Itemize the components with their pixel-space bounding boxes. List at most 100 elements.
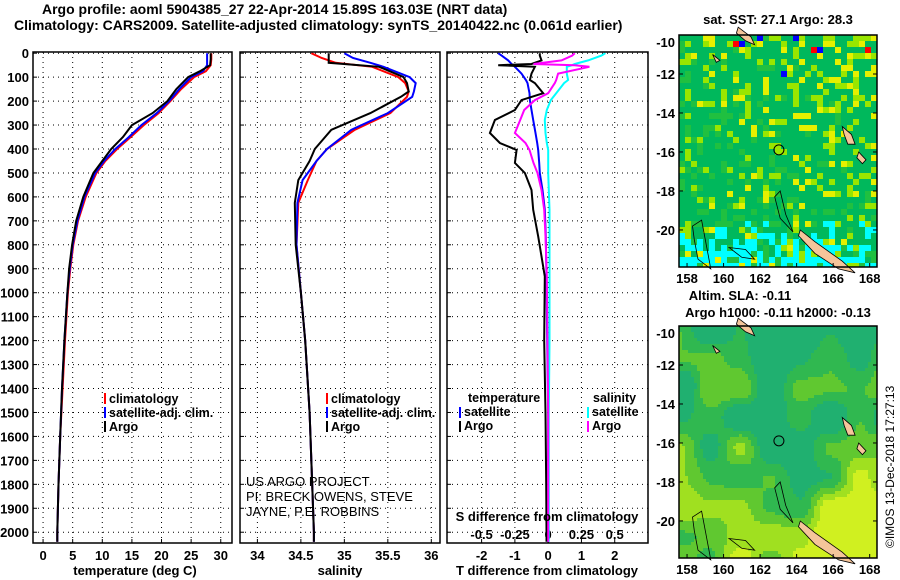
title-line-2: Climatology: CARS2009. Satellite-adjuste… (14, 17, 622, 33)
x-tick-label: 20 (154, 548, 168, 563)
reef-outline (692, 219, 712, 270)
land-polygon (841, 125, 856, 145)
x-tick-label: 25 (184, 548, 198, 563)
y-tick-label: 2000 (0, 525, 29, 540)
argo-location-marker (773, 144, 785, 156)
y-tick-label: 1700 (0, 453, 29, 468)
y-tick-label: 1600 (0, 429, 29, 444)
s-tick-label: 0.5 (606, 527, 624, 542)
xlabel-s-difference: S difference from climatology (456, 509, 640, 524)
map-frame (678, 34, 878, 268)
credit-pi: PI: BRECK OWENS, STEVE JAYNE, P.E. ROBBI… (246, 489, 413, 519)
map-lon-label: 166 (822, 271, 844, 286)
series-line-argo (293, 53, 410, 542)
x-tick-label: -2 (476, 548, 488, 563)
x-tick-label: 0 (39, 548, 46, 563)
series-line-satellite-adj-clim- (295, 52, 417, 542)
map-lon-label: 158 (676, 271, 698, 286)
land-polygon (712, 54, 721, 63)
y-tick-label: 1400 (0, 382, 29, 397)
map-lon-label: 166 (822, 562, 844, 577)
y-tick-label: 600 (7, 190, 29, 205)
map-lon-label: 162 (749, 562, 771, 577)
series-line-temperature-argo (488, 53, 548, 542)
legend-label: satellite-adj. clim. (109, 406, 213, 420)
reef-outline (727, 537, 756, 551)
imos-credit: ©IMOS 13-Dec-2018 17:27:13 (883, 385, 897, 548)
series-line-temperature-satellite (497, 52, 550, 542)
map-lat-label: -20 (656, 514, 675, 529)
y-tick-label: 400 (7, 142, 29, 157)
map-lat-label: -18 (656, 184, 675, 199)
legend-label: Argo (109, 420, 139, 434)
s-tick-label: 0.25 (569, 527, 594, 542)
x-tick-label: -1 (509, 548, 521, 563)
plot-frame (239, 51, 441, 544)
x-tick-label: 10 (95, 548, 109, 563)
series-line-climatology (56, 53, 213, 542)
reef-outline (727, 246, 756, 260)
legend-title-salinity: salinity (593, 391, 636, 405)
s-tick-label: -0.25 (500, 527, 530, 542)
sst-map-heatmap (679, 35, 877, 267)
map-lon-label: 168 (859, 271, 881, 286)
reef-outline (774, 481, 794, 524)
series-line-argo (56, 53, 212, 542)
xlabel-temperature: temperature (deg C) (73, 563, 197, 578)
title-line-1: Argo profile: aoml 5904385_27 22-Apr-201… (42, 1, 507, 17)
legend-label: satellite-adj. clim. (331, 406, 435, 420)
y-tick-label: 200 (7, 94, 29, 109)
y-tick-label: 1100 (1, 310, 29, 325)
s-tick-label: -0.5 (470, 527, 492, 542)
y-tick-label: 800 (7, 238, 29, 253)
legend-label: Argo (464, 419, 494, 433)
land-polygon (798, 229, 856, 274)
legend-label: climatology (331, 392, 401, 406)
y-tick-label: 1800 (0, 477, 29, 492)
plot-frame (446, 51, 649, 544)
map-lat-label: -14 (656, 397, 676, 412)
y-tick-label: 0 (22, 46, 29, 61)
x-tick-label: 35.5 (375, 548, 400, 563)
map-lat-label: -16 (656, 436, 675, 451)
x-tick-label: 1 (578, 548, 585, 563)
reef-outline (692, 510, 712, 561)
x-tick-label: 34 (250, 548, 265, 563)
map-lat-label: -10 (656, 326, 675, 341)
y-tick-label: 1200 (0, 334, 29, 349)
map-lon-label: 162 (749, 271, 771, 286)
map-lat-label: -12 (656, 67, 675, 82)
reef-outline (774, 190, 794, 233)
land-polygon (735, 317, 756, 337)
sst-map-title: sat. SST: 27.1 Argo: 28.3 (703, 12, 853, 27)
map-lon-label: 160 (713, 562, 735, 577)
map-lon-label: 160 (713, 271, 735, 286)
sla-map-heatmap (679, 326, 877, 558)
x-tick-label: 34.5 (288, 548, 313, 563)
map-lon-label: 164 (786, 562, 808, 577)
y-tick-label: 700 (7, 214, 29, 229)
map-lat-label: -16 (656, 145, 675, 160)
legend-label: Argo (592, 419, 622, 433)
sla-map-title: Altim. SLA: -0.11 (689, 288, 792, 303)
x-tick-label: 2 (611, 548, 618, 563)
credits-block: US ARGO PROJECT PI: BRECK OWENS, STEVE J… (246, 474, 434, 519)
map-lon-label: 164 (786, 271, 808, 286)
xlabel-t-difference: T difference from climatology (456, 563, 639, 578)
series-line-climatology (295, 52, 410, 542)
argo-location-marker (773, 435, 785, 447)
legend-title-temperature: temperature (468, 391, 540, 405)
y-tick-label: 900 (7, 262, 29, 277)
map-frame (678, 325, 878, 559)
land-polygon (856, 442, 867, 456)
land-polygon (841, 416, 856, 436)
land-polygon (798, 520, 856, 565)
y-tick-label: 500 (7, 166, 29, 181)
map-lon-label: 158 (676, 562, 698, 577)
y-tick-label: 300 (7, 118, 29, 133)
x-tick-label: 5 (69, 548, 76, 563)
y-tick-label: 1300 (0, 358, 29, 373)
x-tick-label: 15 (125, 548, 139, 563)
